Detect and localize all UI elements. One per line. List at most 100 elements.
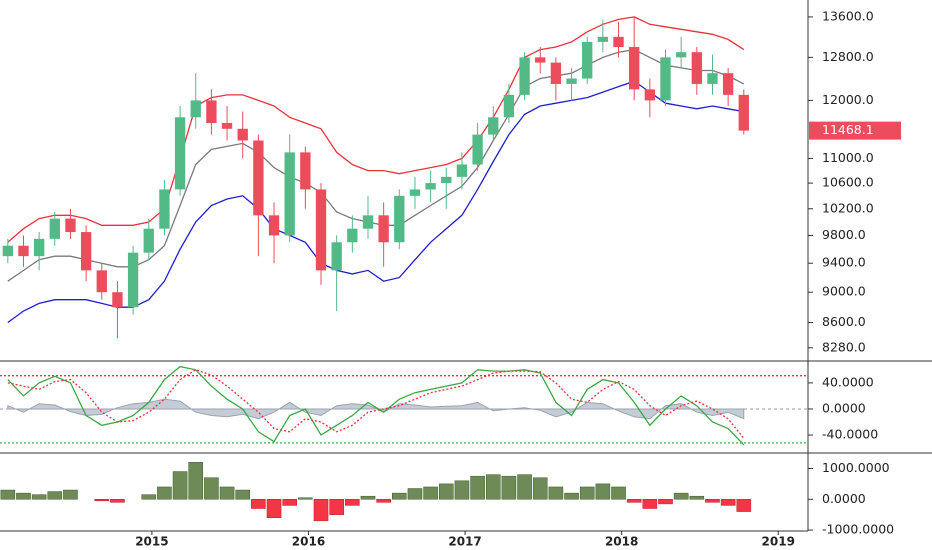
y-tick-label: 9800.0 <box>822 227 866 242</box>
candle-body <box>268 215 280 236</box>
histogram-bar <box>454 480 470 500</box>
histogram-bar <box>313 499 329 522</box>
y-tick-label: 12000.0 <box>822 92 874 107</box>
series-line <box>7 16 745 243</box>
histogram-bar <box>376 499 391 503</box>
series-line <box>7 80 744 324</box>
candle-body <box>566 78 577 84</box>
y-tick-label: 13600.0 <box>822 8 874 23</box>
candle-body <box>582 41 593 79</box>
histogram-bar <box>407 488 423 500</box>
candle-body <box>629 47 640 90</box>
histogram-bar <box>532 477 548 500</box>
candle-body <box>127 252 139 308</box>
last-price-label: 11468.1 <box>822 122 874 137</box>
histogram-bar <box>470 475 485 500</box>
histogram-bar <box>392 492 407 500</box>
histogram-bar <box>579 486 595 500</box>
histogram-bar <box>595 483 611 500</box>
y-tick-label: 9400.0 <box>822 255 866 270</box>
candle-body <box>378 215 389 243</box>
histogram-bar <box>204 477 219 500</box>
histogram-bar <box>172 471 188 500</box>
series-line <box>7 365 745 446</box>
y-tick-label: 12800.0 <box>822 49 874 64</box>
histogram-bar <box>298 497 313 500</box>
x-tick-label: 2016 <box>292 535 325 549</box>
histogram-bar <box>47 491 63 500</box>
histogram-bar <box>329 499 344 515</box>
histogram-bar <box>485 474 501 500</box>
candle-body <box>660 57 671 101</box>
candle-body <box>221 123 233 129</box>
candle-body <box>347 228 358 243</box>
histogram-bar <box>219 486 235 500</box>
y-tick-label: 0.0000 <box>822 491 866 506</box>
y-tick-label: -1000.0000 <box>822 522 894 537</box>
histogram-bar <box>157 486 172 500</box>
candle-body <box>722 73 734 95</box>
last-price-box <box>809 121 901 140</box>
candle-body <box>503 94 515 118</box>
histogram-bar <box>720 499 736 506</box>
histogram-bar <box>564 492 579 500</box>
candle-body <box>49 218 60 239</box>
histogram-bar <box>626 499 642 503</box>
histogram-bar <box>31 494 47 500</box>
candle-body <box>441 176 452 184</box>
histogram-bar <box>63 489 78 500</box>
candle-body <box>159 189 170 229</box>
histogram-bar <box>673 492 689 500</box>
candle-body <box>597 36 609 42</box>
candle-body <box>519 57 530 95</box>
histogram-bar <box>235 489 251 500</box>
histogram-bar <box>689 495 705 500</box>
histogram-bar <box>188 462 204 500</box>
series-line <box>7 369 745 439</box>
histogram-bar <box>611 486 626 500</box>
x-tick-label: 2019 <box>762 535 795 549</box>
candle-body <box>284 152 295 236</box>
candle-body <box>362 215 374 229</box>
candle-body <box>253 140 264 216</box>
y-tick-label: 0.0000 <box>822 400 866 415</box>
candle-body <box>331 242 342 271</box>
y-tick-label: 40.0000 <box>822 374 874 389</box>
histogram-bar <box>517 474 532 500</box>
candle-body <box>315 189 327 271</box>
histogram-bar <box>251 499 266 509</box>
candle-body <box>237 128 248 141</box>
histogram-bar <box>705 499 720 503</box>
candle-body <box>18 245 29 257</box>
candle-body <box>174 117 186 190</box>
candle-body <box>33 238 45 257</box>
candle-body <box>472 134 483 165</box>
candle-body <box>409 189 421 196</box>
candle-body <box>112 292 123 308</box>
histogram-bar <box>282 499 297 506</box>
candle-body <box>394 195 405 243</box>
histogram-bar <box>642 499 658 509</box>
x-tick-label: 2017 <box>448 535 481 549</box>
x-tick-label: 2015 <box>135 535 168 549</box>
histogram-bar <box>110 499 125 503</box>
histogram-bar <box>345 499 360 506</box>
y-tick-label: 1000.0000 <box>822 460 890 475</box>
y-tick-label: 10200.0 <box>822 200 874 215</box>
candle-body <box>613 36 624 48</box>
candle-body <box>96 270 107 293</box>
candle-body <box>300 152 311 190</box>
histogram-bar <box>94 499 110 502</box>
y-tick-label: 9000.0 <box>822 284 866 299</box>
histogram-bar <box>0 489 16 500</box>
histogram-bar <box>16 492 31 500</box>
candle-body <box>2 245 13 257</box>
candle-body <box>425 183 436 190</box>
candle-body <box>143 228 154 253</box>
histogram-bar <box>658 499 673 505</box>
candle-body <box>190 100 201 118</box>
candle-body <box>738 94 749 131</box>
